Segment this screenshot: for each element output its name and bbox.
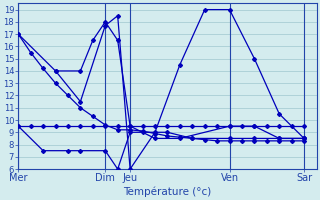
X-axis label: Température (°c): Température (°c) [123,186,212,197]
